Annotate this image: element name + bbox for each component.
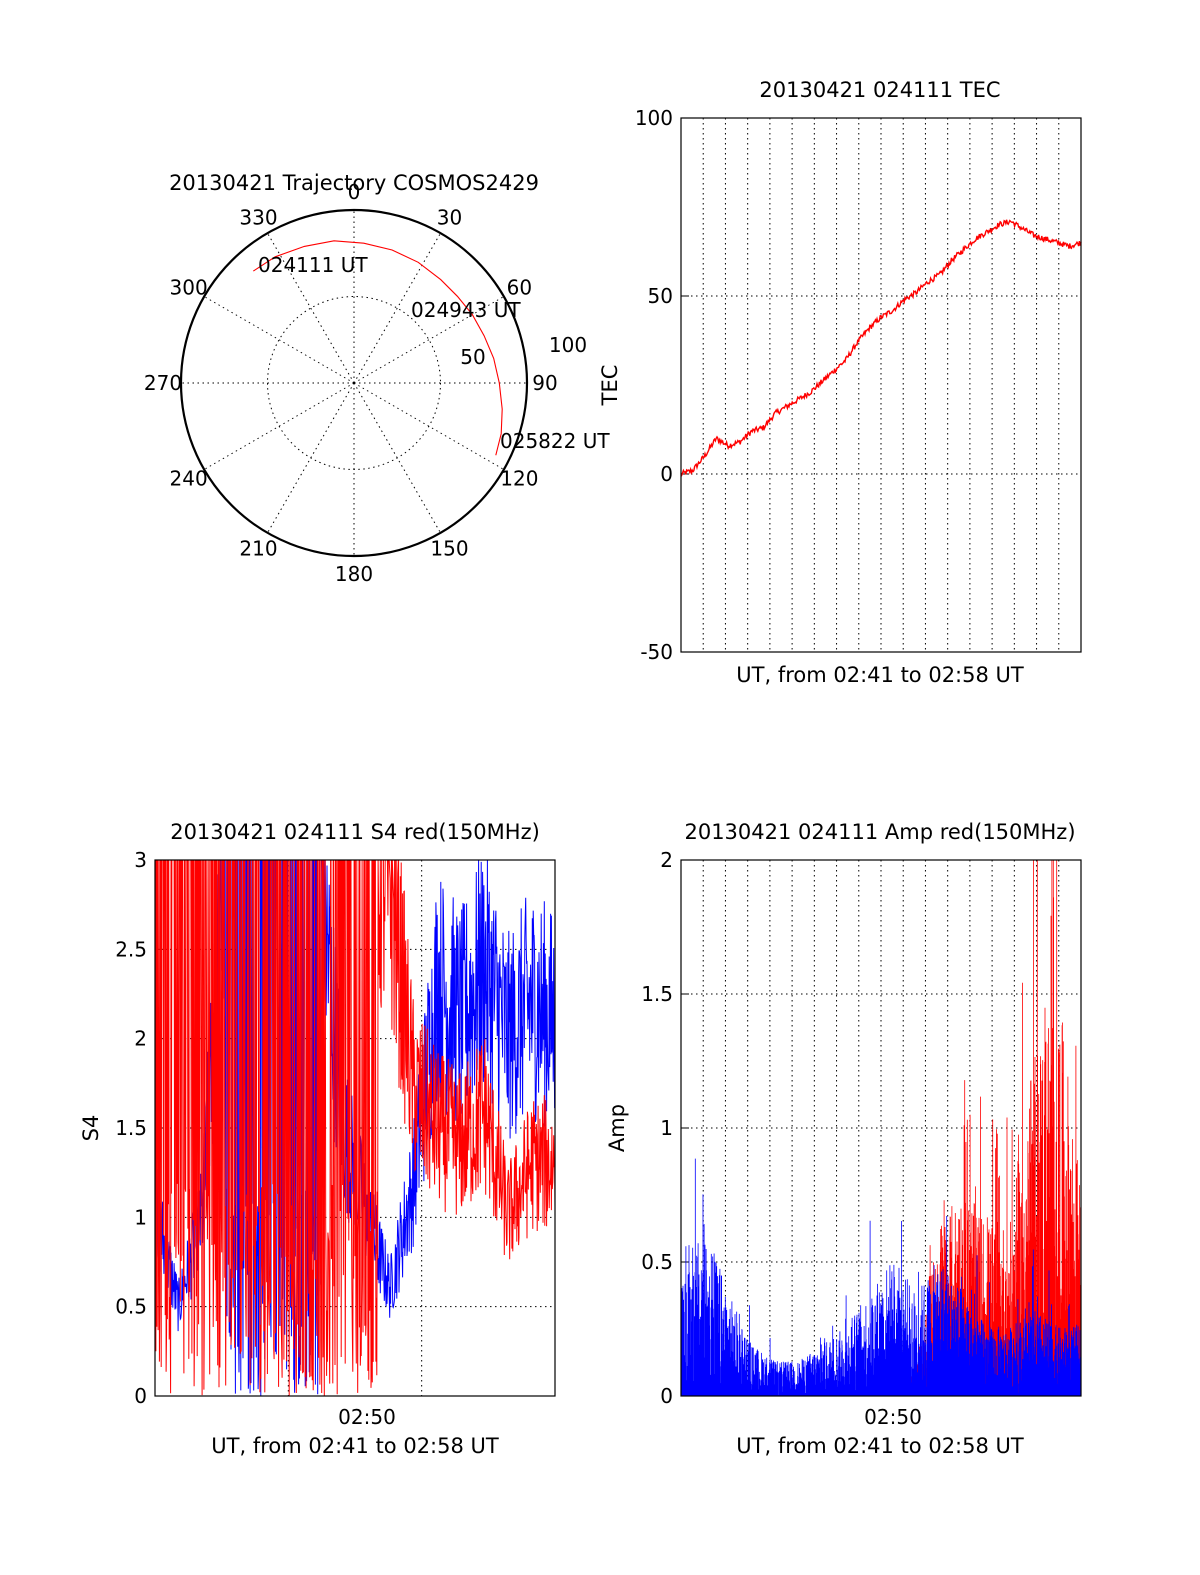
tec-y-axis-label: TEC — [598, 365, 622, 407]
s4-plot-frame — [154, 859, 556, 1397]
tec-panel: 20130421 024111 TEC 100 50 0 -50 UT, from 0… — [598, 78, 1082, 687]
amp-series-marks — [680, 860, 1082, 1396]
s4-panel: 20130421 024111 S4 red(150MHz) 3 2.5 2 1.5 1… — [79, 820, 556, 1458]
polar-radial-label-50: 50 — [460, 345, 485, 369]
polar-azimuth-label: 330 — [239, 206, 277, 230]
y-tick-label: 1 — [134, 1205, 147, 1229]
tec-title: 20130421 024111 TEC — [759, 78, 1000, 102]
y-tick-label: 50 — [648, 284, 673, 308]
polar-azimuth-label: 90 — [532, 371, 557, 395]
y-tick-label: 2 — [134, 1027, 147, 1051]
y-tick-label: 0.5 — [641, 1250, 673, 1274]
polar-outer-circle — [179, 208, 529, 558]
polar-grid — [181, 210, 527, 556]
tec-grid — [681, 118, 1081, 652]
polar-annotation-end: 025822 UT — [500, 429, 610, 453]
polar-azimuth-label: 210 — [239, 536, 277, 560]
amp-plot-frame — [680, 859, 1082, 1397]
tec-series-line — [680, 219, 1082, 477]
polar-spoke — [353, 296, 505, 384]
polar-azimuth-label: 300 — [170, 276, 208, 300]
y-tick-label: 0 — [660, 462, 673, 486]
polar-azimuth-label: 120 — [500, 467, 538, 491]
amp-title: 20130421 024111 Amp red(150MHz) — [684, 820, 1075, 844]
y-tick-label: 0 — [134, 1384, 147, 1408]
amp-y-tick-labels: 2 1.5 1 0.5 0 — [641, 848, 689, 1408]
polar-ring-50 — [267, 296, 441, 470]
polar-azimuth-label: 0 — [348, 180, 361, 204]
polar-azimuth-label: 270 — [144, 371, 182, 395]
polar-azimuth-label: 30 — [437, 206, 462, 230]
y-tick-label: 1.5 — [641, 982, 673, 1006]
amp-panel: 20130421 024111 Amp red(150MHz) 2 1.5 1 0.5… — [605, 820, 1082, 1458]
s4-x-axis-label: UT, from 02:41 to 02:58 UT — [211, 1434, 499, 1458]
polar-trajectory-panel: 20130421 Trajectory COSMOS2429 0 30 60 90 12… — [144, 171, 610, 586]
y-tick-label: 0.5 — [115, 1295, 147, 1319]
polar-azimuth-label: 240 — [170, 467, 208, 491]
polar-title: 20130421 Trajectory COSMOS2429 — [169, 171, 539, 195]
s4-x-tick-label: 02:50 — [338, 1405, 396, 1429]
y-tick-label: 1.5 — [115, 1116, 147, 1140]
tec-y-tick-labels: 100 50 0 -50 — [635, 106, 689, 664]
tec-plot-frame — [680, 117, 1082, 653]
y-tick-label: 100 — [635, 106, 673, 130]
y-tick-label: 1 — [660, 1116, 673, 1140]
polar-azimuth-labels: 0 30 60 90 120 150 180 210 240 270 300 330 — [144, 180, 558, 586]
polar-spoke — [353, 232, 441, 384]
polar-track-line — [252, 240, 503, 456]
polar-azimuth-label: 150 — [430, 536, 468, 560]
s4-series-red — [154, 859, 556, 1397]
s4-title: 20130421 024111 S4 red(150MHz) — [170, 820, 540, 844]
y-tick-label: 0 — [660, 1384, 673, 1408]
s4-y-axis-label: S4 — [79, 1115, 103, 1142]
amp-grid — [681, 860, 1081, 1396]
amp-x-axis-label: UT, from 02:41 to 02:58 UT — [736, 1434, 1024, 1458]
tec-x-axis-label: UT, from 02:41 to 02:58 UT — [736, 663, 1024, 687]
polar-spoke — [203, 296, 355, 384]
polar-radial-label-100: 100 — [549, 333, 587, 357]
polar-azimuth-label: 180 — [335, 562, 373, 586]
polar-annotation-mid: 024943 UT — [411, 298, 521, 322]
s4-y-tick-labels: 3 2.5 2 1.5 1 0.5 0 — [115, 848, 163, 1408]
y-tick-label: 3 — [134, 848, 147, 872]
amp-y-axis-label: Amp — [605, 1104, 629, 1152]
y-tick-label: 2.5 — [115, 937, 147, 961]
polar-annotation-start: 024111 UT — [258, 253, 368, 277]
y-tick-label: -50 — [640, 640, 673, 664]
amp-x-tick-label: 02:50 — [864, 1405, 922, 1429]
y-tick-label: 2 — [660, 848, 673, 872]
s4-series-marks — [154, 859, 556, 1397]
polar-azimuth-label: 60 — [507, 276, 532, 300]
polar-spoke — [267, 232, 355, 384]
